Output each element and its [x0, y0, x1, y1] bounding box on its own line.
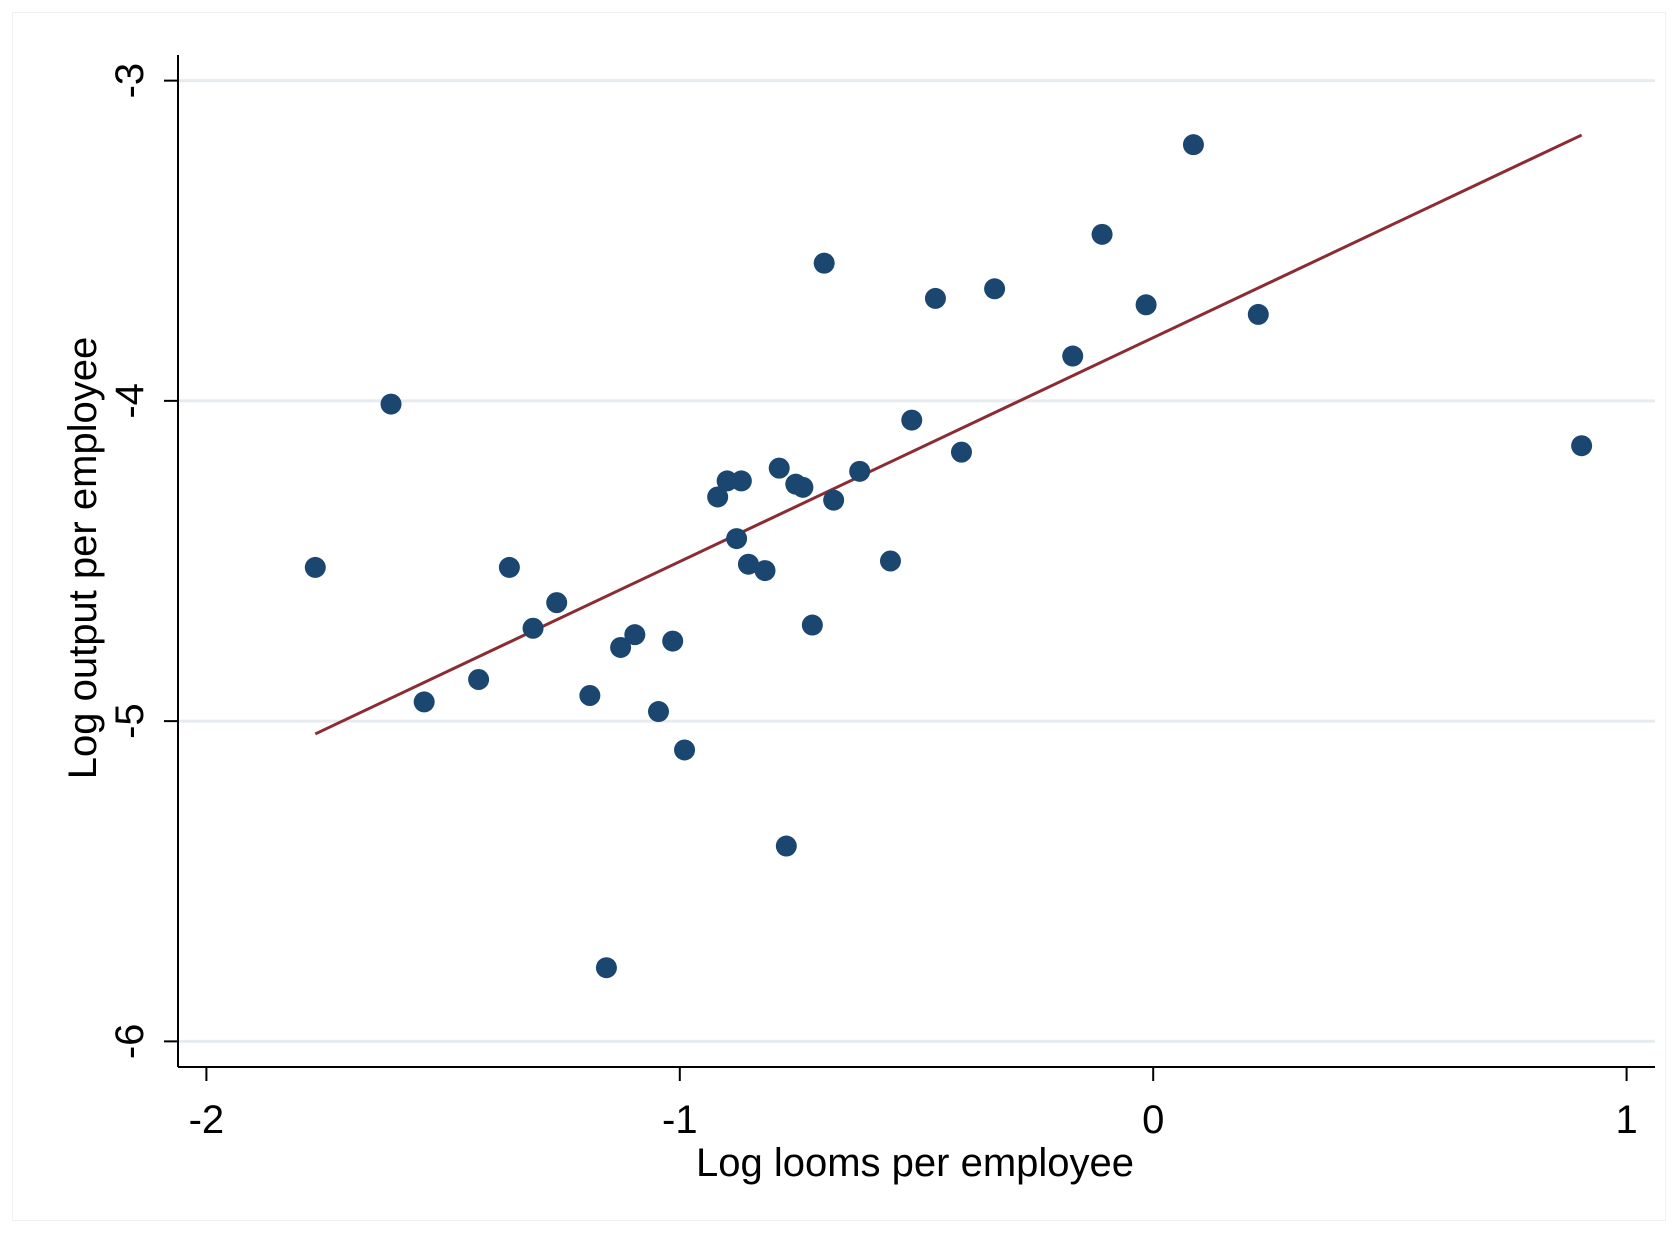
- data-point-2: [413, 691, 435, 713]
- data-point-31: [950, 441, 972, 463]
- x-tick-label: -2: [189, 1098, 225, 1142]
- data-point-6: [546, 592, 568, 614]
- data-point-27: [849, 460, 871, 482]
- data-point-36: [1182, 134, 1204, 156]
- data-point-9: [610, 636, 632, 658]
- x-tick-label: -1: [662, 1098, 698, 1142]
- data-point-37: [1247, 303, 1269, 325]
- x-axis-title: Log looms per employee: [696, 1141, 1134, 1185]
- data-point-19: [754, 560, 776, 582]
- data-point-20: [768, 457, 790, 479]
- data-point-3: [468, 668, 490, 690]
- ticks: -3 -4 -5 -6 -2 -1 0 1: [108, 63, 1638, 1142]
- fit-line: [314, 133, 1583, 736]
- data-point-32: [984, 278, 1006, 300]
- data-point-28: [879, 550, 901, 572]
- chart-frame: [12, 12, 1666, 1221]
- y-axis-title: Log output per employee: [61, 337, 105, 780]
- data-point-13: [674, 739, 696, 761]
- data-point-14: [707, 486, 729, 508]
- data-point-8: [595, 957, 617, 979]
- x-tick-label: 1: [1615, 1098, 1637, 1142]
- data-point-4: [498, 556, 520, 578]
- y-tick-label: -6: [108, 1024, 152, 1060]
- y-tick-label: -4: [108, 383, 152, 419]
- x-tick-label: 0: [1142, 1098, 1164, 1142]
- data-point-23: [792, 476, 814, 498]
- data-point-35: [1135, 294, 1157, 316]
- data-point-29: [901, 409, 923, 431]
- grid-lines: [178, 79, 1655, 1043]
- data-point-5: [522, 617, 544, 639]
- data-point-24: [801, 614, 823, 636]
- fit-line-layer: [314, 133, 1583, 736]
- data-point-10: [624, 624, 646, 646]
- data-point-34: [1091, 223, 1113, 245]
- data-point-12: [662, 630, 684, 652]
- data-point-16: [726, 528, 748, 550]
- data-point-38: [1571, 435, 1593, 457]
- data-point-7: [579, 685, 601, 707]
- data-point-33: [1062, 345, 1084, 367]
- axes: [177, 55, 1655, 1068]
- data-point-0: [304, 556, 326, 578]
- data-point-18: [737, 553, 759, 575]
- y-tick-label: -3: [108, 63, 152, 99]
- data-point-26: [823, 489, 845, 511]
- y-tick-label: -5: [108, 703, 152, 739]
- data-point-30: [924, 287, 946, 309]
- data-points: [304, 134, 1593, 979]
- data-point-21: [775, 835, 797, 857]
- data-point-1: [380, 393, 402, 415]
- data-point-25: [813, 252, 835, 274]
- data-point-17: [730, 470, 752, 492]
- data-point-11: [647, 701, 669, 723]
